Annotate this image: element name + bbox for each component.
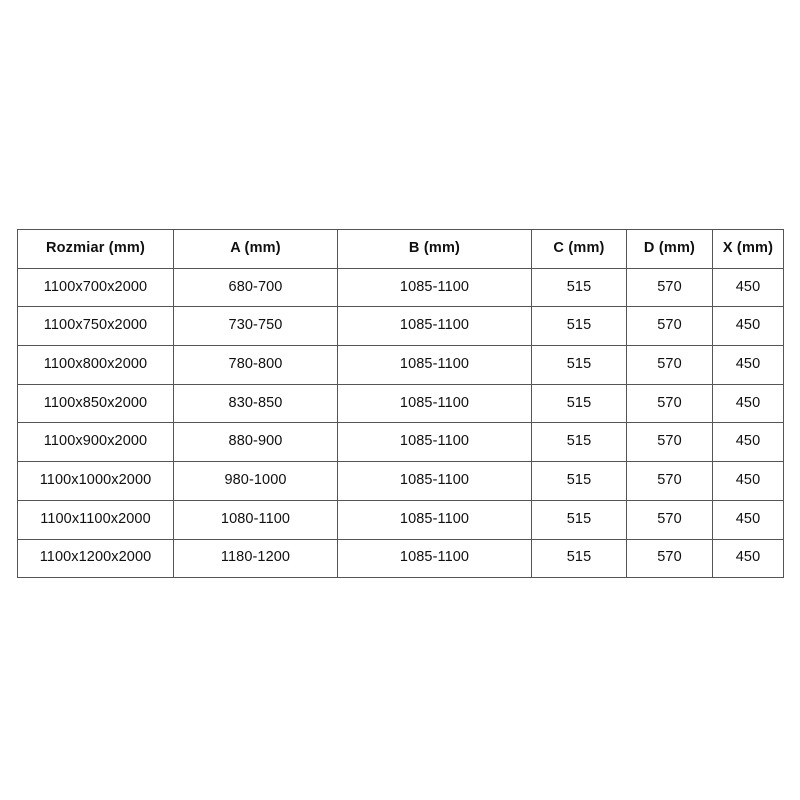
table-row: 1100x1200x2000 1180-1200 1085-1100 515 5…: [17, 538, 784, 579]
cell-d: 570: [626, 345, 713, 385]
cell-a: 730-750: [173, 306, 338, 347]
table-row: 1100x850x2000 830-850 1085-1100 515 570 …: [17, 383, 784, 424]
cell-b: 1085-1100: [337, 538, 532, 579]
table-row: 1100x700x2000 680-700 1085-1100 515 570 …: [17, 267, 784, 308]
cell-x: 450: [712, 422, 784, 463]
cell-size: 1100x900x2000: [17, 422, 174, 463]
cell-c: 515: [531, 538, 627, 579]
specification-table-container: Rozmiar (mm) A (mm) B (mm) C (mm) D (mm)…: [17, 229, 784, 579]
cell-size: 1100x800x2000: [17, 345, 174, 385]
column-header-a: A (mm): [173, 229, 338, 269]
cell-size: 1100x1000x2000: [17, 461, 174, 501]
cell-b: 1085-1100: [337, 306, 532, 347]
cell-a: 980-1000: [173, 461, 338, 501]
cell-x: 450: [712, 345, 784, 385]
table-row: 1100x750x2000 730-750 1085-1100 515 570 …: [17, 306, 784, 347]
cell-x: 450: [712, 267, 784, 308]
cell-x: 450: [712, 461, 784, 501]
cell-size: 1100x750x2000: [17, 306, 174, 347]
cell-x: 450: [712, 499, 784, 540]
cell-c: 515: [531, 306, 627, 347]
table-header-row: Rozmiar (mm) A (mm) B (mm) C (mm) D (mm)…: [17, 229, 784, 269]
cell-a: 1180-1200: [173, 538, 338, 579]
cell-c: 515: [531, 267, 627, 308]
table-row: 1100x900x2000 880-900 1085-1100 515 570 …: [17, 422, 784, 463]
cell-d: 570: [626, 461, 713, 501]
cell-d: 570: [626, 422, 713, 463]
cell-c: 515: [531, 383, 627, 424]
cell-size: 1100x850x2000: [17, 383, 174, 424]
cell-b: 1085-1100: [337, 267, 532, 308]
table-row: 1100x1000x2000 980-1000 1085-1100 515 57…: [17, 461, 784, 501]
cell-a: 680-700: [173, 267, 338, 308]
cell-size: 1100x700x2000: [17, 267, 174, 308]
cell-c: 515: [531, 461, 627, 501]
cell-d: 570: [626, 383, 713, 424]
column-header-d: D (mm): [626, 229, 713, 269]
cell-a: 1080-1100: [173, 499, 338, 540]
cell-x: 450: [712, 538, 784, 579]
cell-d: 570: [626, 538, 713, 579]
cell-d: 570: [626, 267, 713, 308]
column-header-size: Rozmiar (mm): [17, 229, 174, 269]
cell-c: 515: [531, 499, 627, 540]
cell-d: 570: [626, 499, 713, 540]
cell-size: 1100x1100x2000: [17, 499, 174, 540]
cell-c: 515: [531, 345, 627, 385]
cell-c: 515: [531, 422, 627, 463]
column-header-b: B (mm): [337, 229, 532, 269]
column-header-x: X (mm): [712, 229, 784, 269]
cell-b: 1085-1100: [337, 422, 532, 463]
cell-b: 1085-1100: [337, 383, 532, 424]
cell-b: 1085-1100: [337, 461, 532, 501]
table-row: 1100x800x2000 780-800 1085-1100 515 570 …: [17, 345, 784, 385]
cell-a: 780-800: [173, 345, 338, 385]
table-row: 1100x1100x2000 1080-1100 1085-1100 515 5…: [17, 499, 784, 540]
cell-b: 1085-1100: [337, 345, 532, 385]
cell-b: 1085-1100: [337, 499, 532, 540]
cell-x: 450: [712, 383, 784, 424]
cell-size: 1100x1200x2000: [17, 538, 174, 579]
cell-x: 450: [712, 306, 784, 347]
cell-d: 570: [626, 306, 713, 347]
table-body: 1100x700x2000 680-700 1085-1100 515 570 …: [17, 267, 784, 579]
specification-table: Rozmiar (mm) A (mm) B (mm) C (mm) D (mm)…: [17, 229, 784, 579]
cell-a: 830-850: [173, 383, 338, 424]
cell-a: 880-900: [173, 422, 338, 463]
column-header-c: C (mm): [531, 229, 627, 269]
table-header: Rozmiar (mm) A (mm) B (mm) C (mm) D (mm)…: [17, 229, 784, 269]
